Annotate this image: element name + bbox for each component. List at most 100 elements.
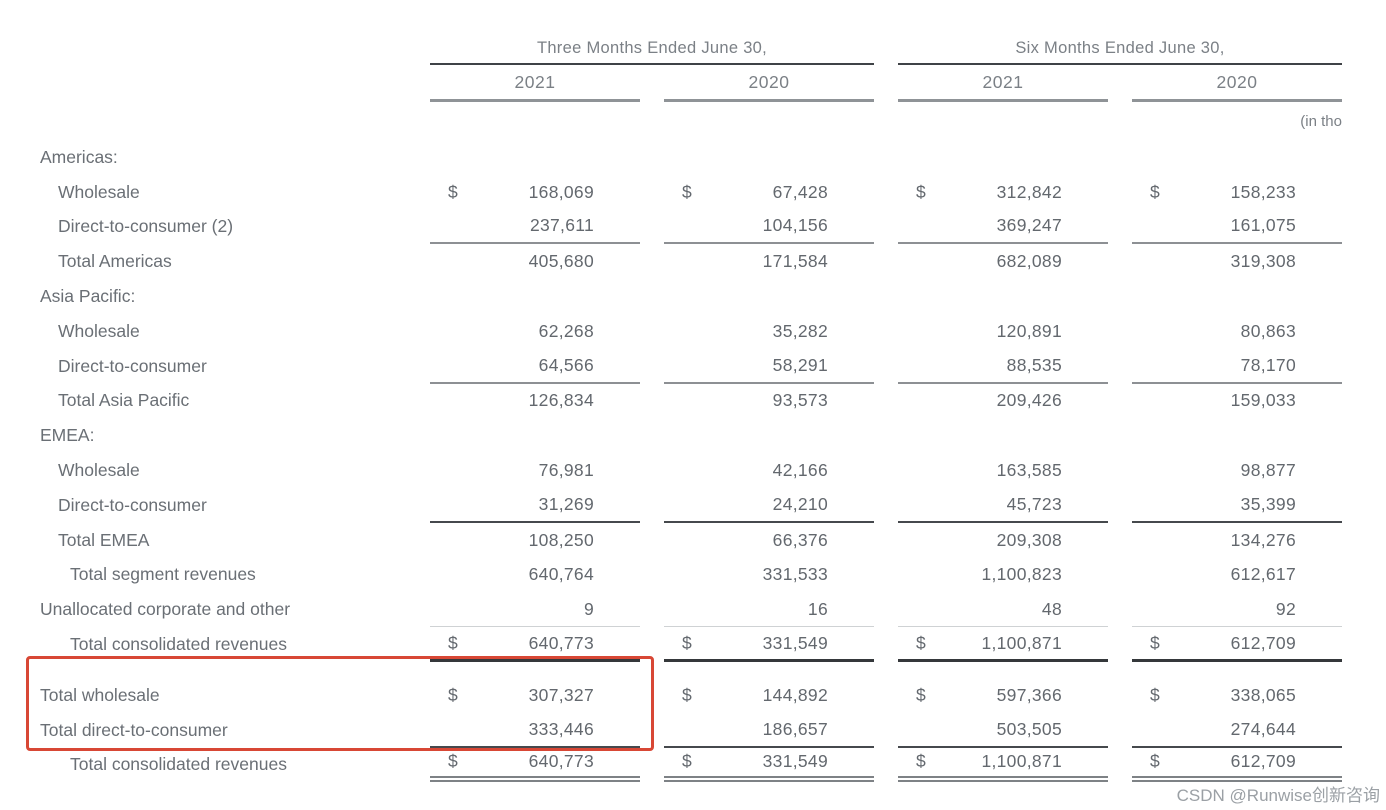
table-row: Total consolidated revenues $640,773 $331,… bbox=[30, 627, 1386, 662]
cell-value: 42,166 bbox=[664, 453, 874, 488]
table-row: Wholesale $168,069 $67,428 $312,842 $158,233 bbox=[30, 175, 1386, 210]
dollar-sign: $ bbox=[682, 684, 692, 705]
cell-value: 66,376 bbox=[664, 523, 874, 558]
value-number: 682,089 bbox=[996, 251, 1062, 272]
value-number: 98,877 bbox=[1240, 460, 1296, 481]
cell-value: 126,834 bbox=[430, 384, 640, 419]
row-label: Total consolidated revenues bbox=[70, 754, 287, 775]
cell-value: 612,617 bbox=[1132, 558, 1342, 593]
value-number: 45,723 bbox=[1006, 493, 1062, 514]
dollar-sign: $ bbox=[1150, 684, 1160, 705]
cell-value: $1,100,871 bbox=[898, 627, 1108, 662]
col-header-6mo-2021: 2021 bbox=[898, 65, 1108, 102]
table-header: Three Months Ended June 30, Six Months E… bbox=[30, 28, 1386, 140]
cell-value bbox=[664, 418, 874, 453]
cell-value: $331,549 bbox=[664, 627, 874, 662]
row-label: Total segment revenues bbox=[70, 564, 256, 585]
header-spacer-cell bbox=[30, 28, 406, 65]
cell-value: $312,842 bbox=[898, 175, 1108, 210]
cell-value: 88,535 bbox=[898, 349, 1108, 384]
cell-value: 1,100,823 bbox=[898, 558, 1108, 593]
value-number: 307,327 bbox=[528, 684, 594, 705]
dollar-sign: $ bbox=[448, 632, 458, 653]
value-number: 108,250 bbox=[528, 529, 594, 550]
cell-value: $331,549 bbox=[664, 748, 874, 783]
value-number: 369,247 bbox=[996, 215, 1062, 236]
value-number: 24,210 bbox=[772, 493, 828, 514]
table-row: Total wholesale $307,327 $144,892 $597,366 $… bbox=[30, 678, 1386, 713]
cell-value: 48 bbox=[898, 592, 1108, 628]
row-label: Total Americas bbox=[58, 251, 172, 272]
row-label: Unallocated corporate and other bbox=[40, 599, 291, 620]
cell-value bbox=[898, 279, 1108, 314]
cell-value: $158,233 bbox=[1132, 175, 1342, 210]
cell-value: 78,170 bbox=[1132, 349, 1342, 384]
table-row: Direct-to-consumer 31,269 24,210 45,723 35,3… bbox=[30, 488, 1386, 523]
value-number: 120,891 bbox=[996, 320, 1062, 341]
cell-value: $612,709 bbox=[1132, 627, 1342, 662]
dollar-sign: $ bbox=[682, 751, 692, 772]
value-number: 35,282 bbox=[772, 320, 828, 341]
row-label: Wholesale bbox=[58, 320, 140, 341]
value-number: 1,100,823 bbox=[981, 564, 1062, 585]
row-label: Asia Pacific: bbox=[40, 286, 136, 307]
row-label: Direct-to-consumer bbox=[58, 494, 207, 515]
cell-value: $67,428 bbox=[664, 175, 874, 210]
value-number: 92 bbox=[1275, 598, 1296, 619]
cell-value: $640,773 bbox=[430, 627, 640, 662]
cell-value: 9 bbox=[430, 592, 640, 628]
cell-value: 186,657 bbox=[664, 713, 874, 748]
value-number: 612,709 bbox=[1230, 751, 1296, 772]
cell-value: 369,247 bbox=[898, 210, 1108, 245]
value-number: 104,156 bbox=[762, 215, 828, 236]
row-label: Wholesale bbox=[58, 460, 140, 481]
cell-value: 319,308 bbox=[1132, 244, 1342, 279]
cell-value: 640,764 bbox=[430, 558, 640, 593]
cell-value: $640,773 bbox=[430, 748, 640, 783]
dollar-sign: $ bbox=[682, 181, 692, 202]
value-number: 16 bbox=[807, 598, 828, 619]
value-number: 67,428 bbox=[772, 181, 828, 202]
value-number: 186,657 bbox=[762, 718, 828, 739]
row-label: Americas: bbox=[40, 146, 118, 167]
table-row: Total EMEA 108,250 66,376 209,308 134,276 bbox=[30, 523, 1386, 558]
value-number: 503,505 bbox=[996, 718, 1062, 739]
row-label: Direct-to-consumer (2) bbox=[58, 216, 234, 237]
cell-value bbox=[430, 279, 640, 314]
cell-value: $597,366 bbox=[898, 678, 1108, 713]
cell-value: 64,566 bbox=[430, 349, 640, 384]
cell-value: 35,399 bbox=[1132, 488, 1342, 523]
cell-value: 333,446 bbox=[430, 713, 640, 748]
header-year-row: 2021 2020 2021 2020 bbox=[30, 65, 1386, 102]
col-header-3mo-2021: 2021 bbox=[430, 65, 640, 102]
cell-value: 31,269 bbox=[430, 488, 640, 523]
cell-value: 163,585 bbox=[898, 453, 1108, 488]
header-spanner-row: Three Months Ended June 30, Six Months E… bbox=[30, 28, 1386, 65]
cell-value: $307,327 bbox=[430, 678, 640, 713]
cell-value bbox=[664, 279, 874, 314]
cell-value: 104,156 bbox=[664, 210, 874, 245]
cell-value bbox=[430, 140, 640, 175]
cell-value bbox=[1132, 140, 1342, 175]
table-row: Total segment revenues 640,764 331,533 1,10… bbox=[30, 558, 1386, 593]
cell-value bbox=[1132, 418, 1342, 453]
cell-value: $1,100,871 bbox=[898, 748, 1108, 783]
cell-value: 405,680 bbox=[430, 244, 640, 279]
cell-value: 58,291 bbox=[664, 349, 874, 384]
dollar-sign: $ bbox=[448, 181, 458, 202]
value-number: 144,892 bbox=[762, 684, 828, 705]
row-label: EMEA: bbox=[40, 425, 95, 446]
value-number: 405,680 bbox=[528, 251, 594, 272]
table-row: Direct-to-consumer 64,566 58,291 88,535 78,1… bbox=[30, 349, 1386, 384]
cell-value: $612,709 bbox=[1132, 748, 1342, 783]
cell-value bbox=[1132, 279, 1342, 314]
value-number: 640,773 bbox=[528, 751, 594, 772]
csdn-watermark: CSDN @Runwise创新咨询 bbox=[1176, 786, 1380, 805]
value-number: 62,268 bbox=[538, 320, 594, 341]
cell-value: 134,276 bbox=[1132, 523, 1342, 558]
table-row: Total Asia Pacific 126,834 93,573 209,426 15… bbox=[30, 384, 1386, 419]
cell-value: $144,892 bbox=[664, 678, 874, 713]
value-number: 333,446 bbox=[528, 718, 594, 739]
value-number: 161,075 bbox=[1230, 215, 1296, 236]
dollar-sign: $ bbox=[1150, 751, 1160, 772]
